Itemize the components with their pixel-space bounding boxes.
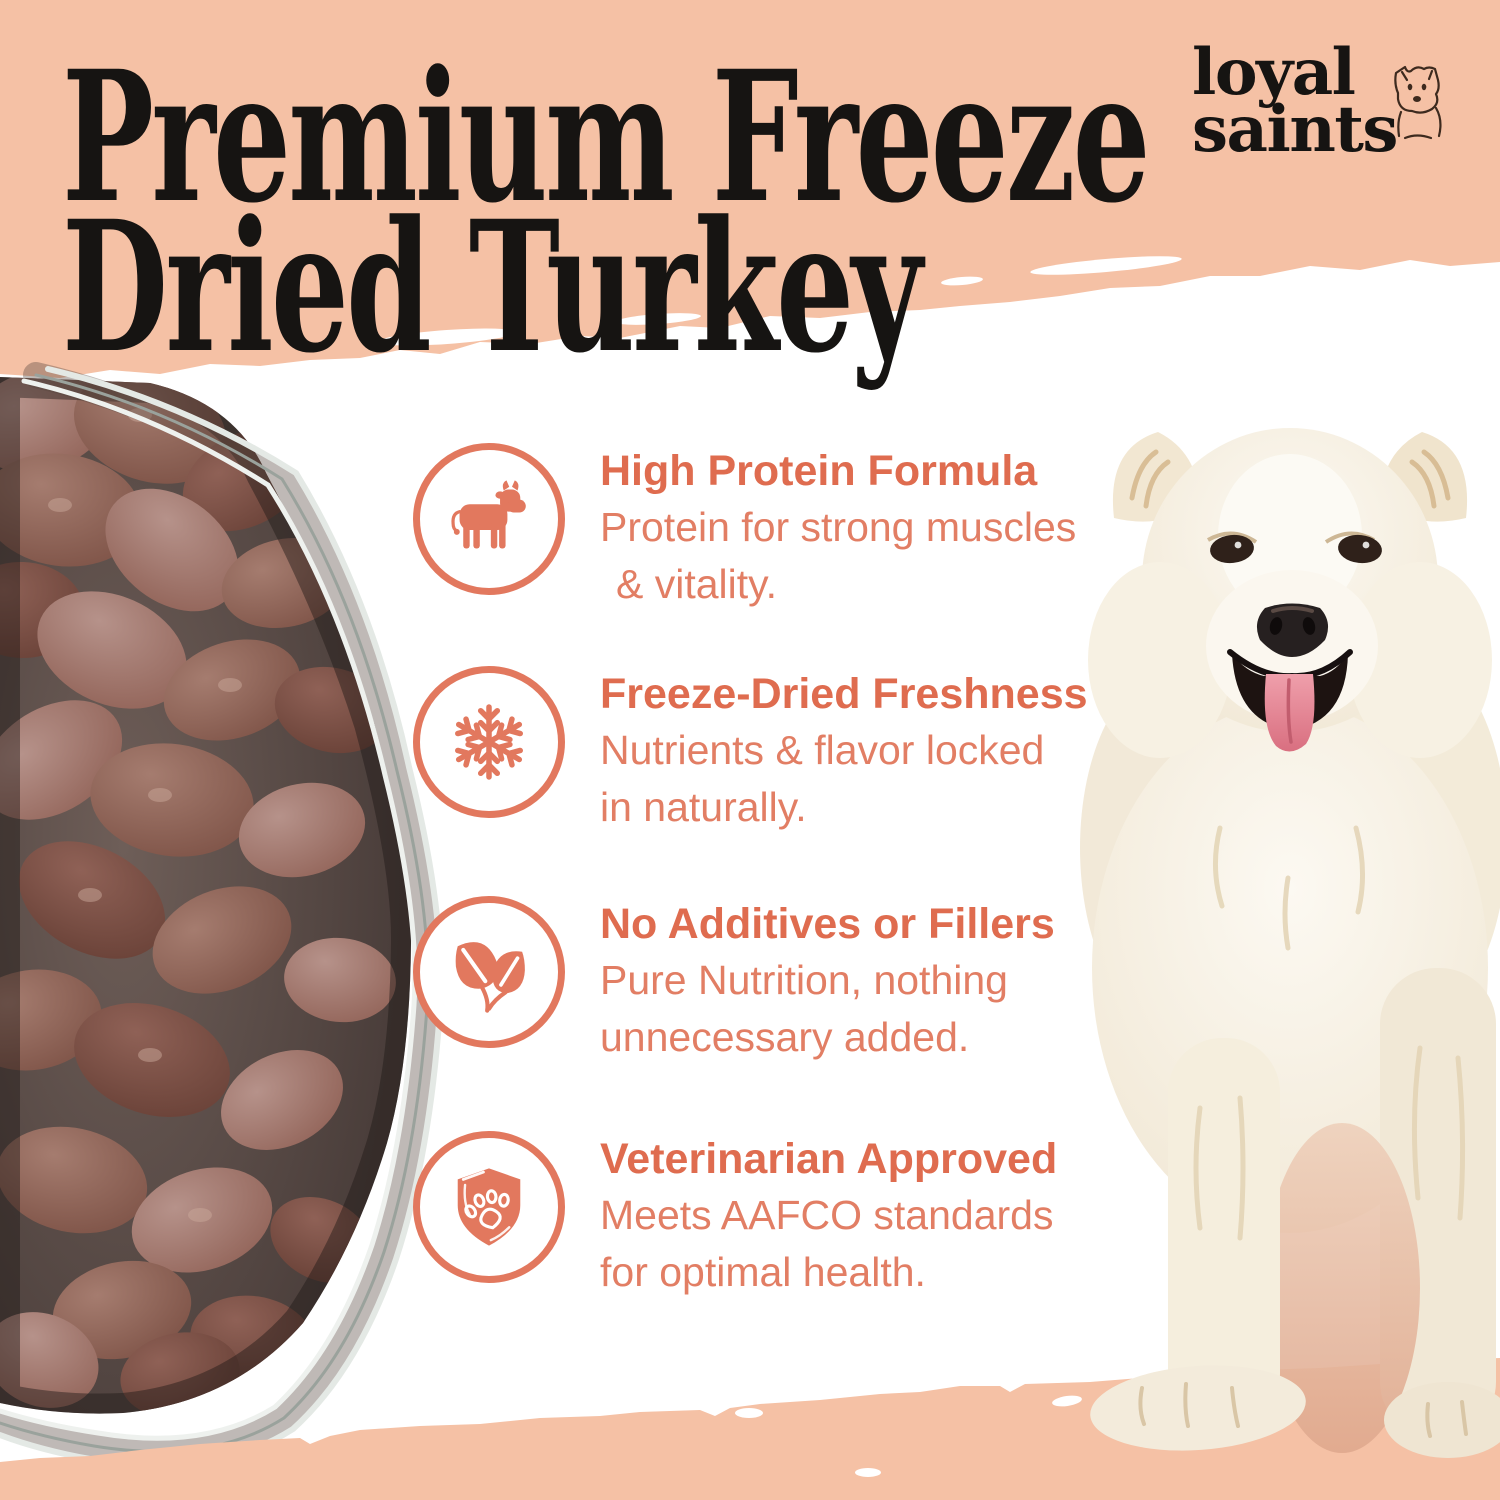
shield-paw-icon — [413, 1131, 565, 1283]
feature-line: Protein for strong muscles — [600, 504, 1077, 550]
turkey-chunks — [0, 377, 412, 1414]
feature-line: in naturally. — [600, 784, 807, 830]
dog-nose — [1256, 603, 1329, 657]
feature-line: & vitality. — [616, 561, 777, 607]
brush-streak — [1395, 261, 1435, 274]
dog-photo — [1080, 428, 1500, 1458]
feature-high-protein: High Protein Formula Protein for strong … — [413, 443, 1076, 613]
brand-logo: loyal saints — [1192, 35, 1398, 167]
feature-title: Freeze-Dried Freshness — [600, 670, 1088, 718]
page-title-line-2: Dried Turkey — [62, 182, 922, 393]
dog-sketch-icon — [1394, 65, 1442, 140]
brush-speck — [855, 1468, 881, 1477]
snowflake-icon — [413, 666, 565, 818]
page-title-line-1: Premium Freeze — [62, 32, 1151, 243]
bowl-photo — [0, 362, 444, 1468]
feature-line: for optimal health. — [600, 1249, 926, 1295]
feature-line: unnecessary added. — [600, 1014, 970, 1060]
feature-vet-approved: Veterinarian Approved Meets AAFCO standa… — [413, 1131, 1057, 1301]
brand-logo-word1: loyal — [1192, 35, 1356, 110]
feature-no-additives: No Additives or Fillers Pure Nutrition, … — [413, 896, 1055, 1066]
brush-speck — [735, 1408, 763, 1418]
feature-line: Meets AAFCO standards — [600, 1192, 1054, 1238]
feature-line: Pure Nutrition, nothing — [600, 957, 1008, 1003]
feature-freeze-dried: Freeze-Dried Freshness Nutrients & flavo… — [413, 666, 1088, 836]
feature-title: Veterinarian Approved — [600, 1135, 1058, 1183]
dog-eyes — [1206, 531, 1382, 564]
feature-title: No Additives or Fillers — [600, 900, 1055, 948]
brand-logo-word2: saints — [1192, 92, 1398, 167]
feature-title: High Protein Formula — [600, 447, 1038, 495]
cow-icon — [413, 443, 565, 595]
leaves-icon — [413, 896, 565, 1048]
feature-line: Nutrients & flavor locked — [600, 727, 1045, 773]
